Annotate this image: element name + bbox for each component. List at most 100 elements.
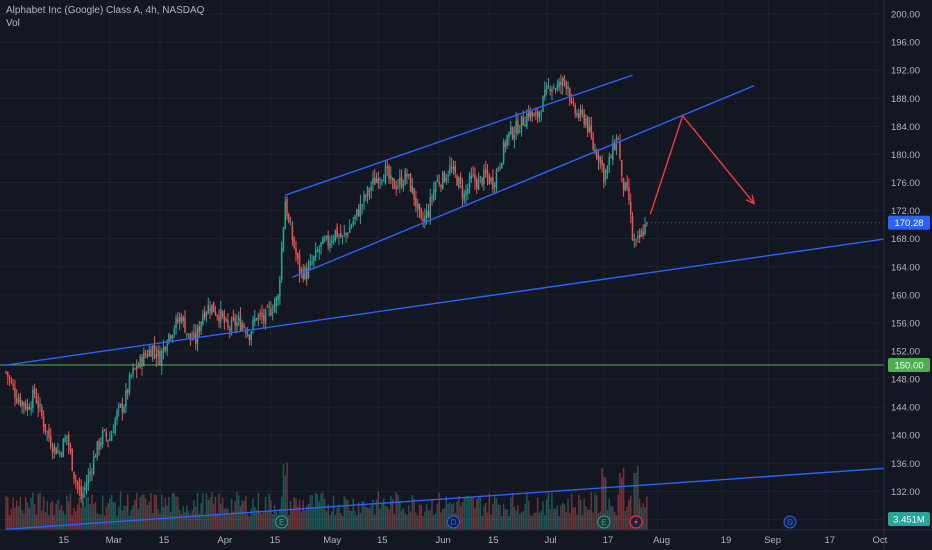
candle-body	[483, 169, 485, 185]
candle-body	[624, 182, 627, 191]
price-badge-label: 150.00	[894, 361, 923, 372]
volume-bar	[536, 497, 539, 530]
candle-body	[8, 377, 11, 379]
volume-bar	[327, 504, 329, 530]
time-tick-label: Aug	[653, 535, 670, 546]
volume-bar	[637, 466, 639, 530]
candle-body	[574, 105, 576, 114]
drawing-trendlines[interactable]	[5, 74, 887, 530]
candle-body	[200, 321, 202, 331]
candle-body	[492, 177, 494, 190]
volume-bar	[433, 514, 435, 530]
volume-bar	[144, 498, 147, 530]
horizontal-line[interactable]	[0, 222, 884, 366]
symbol-title[interactable]: Alphabet Inc (Google) Class A, 4h, NASDA…	[6, 5, 205, 16]
candle-body	[560, 81, 562, 86]
candle-body	[196, 327, 199, 345]
candle-body	[443, 173, 446, 183]
volume-indicator-label[interactable]: Vol	[6, 18, 20, 29]
volume-bar	[264, 496, 267, 530]
dividend-marker	[447, 515, 460, 529]
volume-bar	[420, 505, 423, 530]
candle-body	[37, 401, 39, 409]
candle-body	[520, 115, 523, 130]
candle-body	[619, 141, 621, 158]
volume-bar	[524, 503, 526, 530]
candle-body	[166, 343, 168, 352]
candle-body	[286, 199, 288, 217]
volume-bar	[92, 504, 95, 530]
volume-bar	[89, 504, 91, 530]
drawing-arrow[interactable]	[649, 114, 756, 215]
candle-body	[193, 332, 195, 339]
trendline	[285, 74, 633, 196]
volume-bar	[280, 496, 283, 530]
volume-bar	[347, 499, 349, 530]
candle-body	[248, 335, 251, 341]
candle-body	[524, 124, 526, 127]
candle-body	[243, 324, 245, 328]
candle-body	[239, 316, 242, 330]
volume-bar	[381, 503, 383, 530]
volume-bar	[449, 502, 451, 530]
price-tick-label: 152.00	[891, 346, 920, 357]
candle-body	[563, 78, 566, 81]
volume-bar	[443, 508, 446, 530]
candle-body	[259, 312, 261, 315]
volume-bar	[168, 496, 170, 530]
candle-body	[44, 424, 47, 432]
volume-bar	[610, 506, 612, 530]
candle-body	[393, 179, 396, 190]
volume-bar	[552, 508, 555, 530]
volume-bar	[35, 514, 38, 530]
time-tick-label: Apr	[217, 535, 232, 546]
volume-bar	[73, 507, 75, 530]
candle-body	[175, 317, 177, 329]
candle-body	[28, 407, 31, 410]
volume-bar	[379, 508, 381, 530]
candle-body	[214, 311, 217, 315]
volume-bar	[14, 507, 16, 530]
candle-body	[107, 439, 109, 441]
volume-bar	[345, 498, 347, 530]
volume-bar	[520, 512, 523, 530]
volume-bar	[574, 506, 576, 530]
candle-body	[94, 456, 97, 458]
volume-bar	[5, 495, 7, 530]
time-tick-label: Jun	[436, 535, 451, 546]
volume-bar	[114, 502, 116, 530]
volume-bar	[370, 505, 372, 530]
volume-bar	[153, 494, 156, 530]
volume-bar	[359, 513, 362, 530]
volume-bar	[286, 462, 288, 530]
candle-body	[467, 188, 469, 194]
candle-body	[234, 318, 236, 326]
candle-body	[379, 179, 381, 181]
volume-bar	[336, 508, 338, 530]
candle-body	[198, 326, 201, 332]
volume-bar	[391, 498, 394, 530]
volume-bar	[200, 503, 202, 530]
candle-body	[640, 230, 643, 237]
volume-bar	[508, 516, 510, 530]
volume-bar	[384, 506, 387, 530]
candle-body	[531, 111, 534, 117]
volume-bar	[638, 499, 641, 530]
candle-body	[572, 101, 575, 104]
volume-bar	[409, 511, 412, 530]
candle-body	[644, 224, 646, 235]
candle-body	[21, 401, 23, 407]
candle-body	[314, 249, 317, 258]
chart-grid	[0, 0, 884, 530]
candle-body	[470, 174, 473, 179]
volume-bar	[635, 472, 637, 530]
candle-body	[427, 211, 430, 217]
candle-body	[375, 178, 378, 183]
candle-body	[180, 316, 183, 322]
candle-body	[220, 308, 222, 323]
volume-bars	[5, 462, 648, 530]
candle-body	[57, 450, 59, 453]
volume-bar	[178, 509, 181, 530]
